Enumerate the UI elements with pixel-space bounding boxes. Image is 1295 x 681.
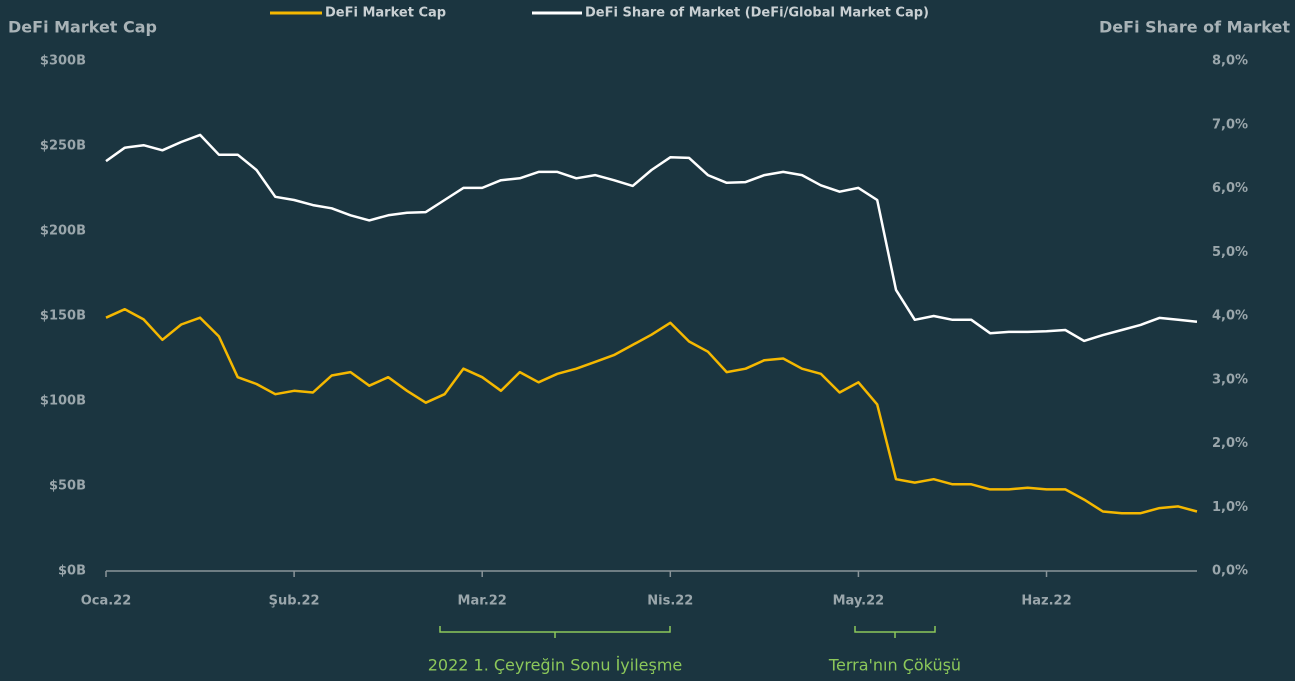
y2-tick-label: 5,0% (1212, 245, 1248, 260)
y2-tick-label: 4,0% (1212, 309, 1248, 324)
y-tick-label: $0B (58, 564, 86, 579)
y2-tick-label: 2,0% (1212, 436, 1248, 451)
annotation-bracket (854, 626, 936, 638)
y2-axis-title: DeFi Share of Market (1099, 18, 1290, 37)
annotation: Terra'nın Çöküşü (828, 656, 961, 675)
series-line (105, 307, 1198, 515)
legend-label: DeFi Market Cap (325, 6, 446, 21)
x-tick-label: May.22 (833, 594, 885, 609)
x-tick-label: Oca.22 (81, 594, 132, 609)
y-tick-label: $200B (40, 224, 86, 239)
y2-tick-label: 0,0% (1212, 564, 1248, 579)
x-tick-label: Haz.22 (1021, 594, 1071, 609)
x-tick-label: Şub.22 (269, 594, 320, 609)
legend-label: DeFi Share of Market (DeFi/Global Market… (585, 6, 929, 21)
y-tick-label: $300B (40, 54, 86, 69)
y-tick-label: $150B (40, 309, 86, 324)
y-tick-label: $250B (40, 139, 86, 154)
y2-tick-label: 1,0% (1212, 500, 1248, 515)
y-tick-label: $100B (40, 394, 86, 409)
series-line (105, 133, 1198, 343)
y2-tick-label: 7,0% (1212, 117, 1248, 132)
y2-tick-label: 3,0% (1212, 372, 1248, 387)
annotation-bracket (439, 626, 671, 638)
x-tick-label: Mar.22 (458, 594, 507, 609)
x-tick-label: Nis.22 (647, 594, 693, 609)
y-axis-title: DeFi Market Cap (8, 18, 157, 37)
y2-tick-label: 8,0% (1212, 54, 1248, 69)
y2-tick-label: 6,0% (1212, 181, 1248, 196)
y-tick-label: $50B (49, 479, 86, 494)
annotation: 2022 1. Çeyreğin Sonu İyileşme (428, 656, 683, 675)
